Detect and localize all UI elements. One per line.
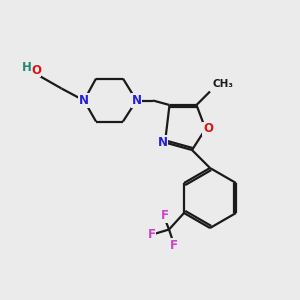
- Text: O: O: [31, 64, 41, 77]
- Text: O: O: [203, 122, 213, 136]
- Text: N: N: [79, 94, 89, 107]
- Text: CH₃: CH₃: [212, 79, 233, 89]
- Text: F: F: [169, 239, 178, 252]
- Text: N: N: [131, 94, 142, 107]
- Text: N: N: [158, 136, 168, 149]
- Text: F: F: [160, 209, 169, 222]
- Text: H: H: [22, 61, 32, 74]
- Text: F: F: [148, 227, 156, 241]
